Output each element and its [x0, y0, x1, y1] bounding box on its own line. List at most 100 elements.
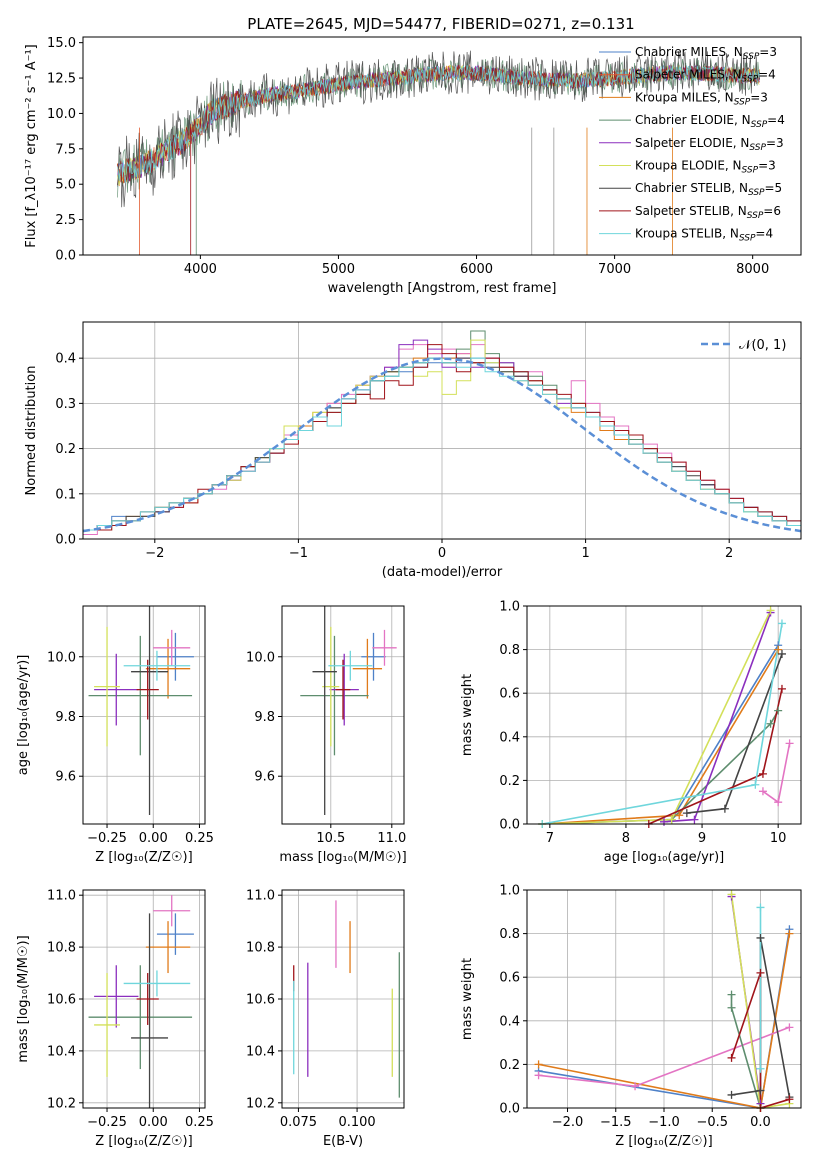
y-tick-label: 0.0 — [55, 249, 76, 264]
weight-marker — [727, 1090, 736, 1099]
x-axis-label: Z [log₁₀(Z/Z☉)] — [95, 850, 192, 865]
x-axis-label: Z [log₁₀(Z/Z☉)] — [615, 1134, 712, 1149]
weight-marker — [766, 606, 775, 615]
spectrum-line — [117, 50, 760, 208]
y-tick-label: 1.0 — [499, 600, 520, 615]
y-tick-label: 11.0 — [47, 889, 76, 904]
y-tick-label: 10.8 — [47, 941, 76, 956]
y-tick-label: 0.0 — [55, 533, 76, 548]
weight-marker — [766, 719, 775, 728]
x-tick-label: 0.25 — [185, 1115, 214, 1130]
x-tick-label: 2 — [725, 546, 733, 561]
weight-marker — [774, 798, 783, 807]
mass_weight_vs_age-panel: 7 8 9 10 0.0 0.2 0.4 0.6 0.8 1.0 age [log₁₀(age/yr… — [460, 600, 802, 865]
spectrum-legend: Chabrier MILES, NSSP=3 Salpeter MILES, NS… — [599, 45, 785, 244]
mass_vs_ebv-plot-area — [293, 900, 400, 1098]
y-axis-label: mass weight — [460, 958, 475, 1040]
mass_vs_metallicity-plot-area — [88, 895, 194, 1108]
y-tick-label: 10.0 — [47, 107, 76, 122]
x-tick-label: 0.100 — [338, 1115, 375, 1130]
y-tick-label: 9.6 — [55, 770, 76, 785]
normal-curve — [83, 357, 801, 533]
y-tick-label: 0.8 — [499, 643, 520, 658]
axes-frame — [281, 605, 405, 825]
x-tick-label: −0.25 — [87, 831, 127, 846]
spectrum-line — [117, 65, 760, 184]
mass_weight_vs_metallicity-panel: −2.0 −1.5 −1.0 −0.5 0.0 0.0 0.2 0.4 0.6 0.8 1.0 Z [… — [460, 884, 802, 1149]
axes-frame — [82, 36, 802, 256]
weight-marker — [777, 619, 786, 628]
weight-line — [671, 710, 779, 821]
legend-entry: Chabrier ELODIE, NSSP=4 — [635, 113, 785, 130]
y-tick-label: 0.8 — [499, 927, 520, 942]
weight-marker — [682, 809, 691, 818]
mass_vs_metallicity-panel: −0.25 0.00 0.25 10.2 10.4 10.6 10.8 11.0 Z [log₁… — [16, 889, 214, 1149]
legend-entry: Kroupa MILES, NSSP=3 — [635, 90, 768, 107]
x-tick-label: 0.0 — [750, 1115, 771, 1130]
y-axis-label: Normed distribution — [24, 366, 39, 496]
y-tick-label: 10.6 — [246, 993, 275, 1008]
y-tick-label: 0.4 — [499, 730, 520, 745]
y-tick-label: 0.2 — [55, 442, 76, 457]
y-tick-label: 1.0 — [499, 884, 520, 899]
weight-line — [538, 933, 791, 1108]
weight-marker — [534, 1071, 543, 1080]
weight-line — [542, 610, 772, 824]
weight-marker — [785, 739, 794, 748]
x-tick-label: 0 — [438, 546, 446, 561]
weight-marker — [785, 1095, 794, 1104]
x-tick-label: 5000 — [322, 262, 355, 277]
spectrum-plot-area — [117, 50, 760, 255]
weight-line — [762, 743, 791, 804]
x-tick-label: −2 — [145, 546, 164, 561]
weight-marker — [777, 684, 786, 693]
spectrum-panel: 4000 5000 6000 7000 8000 0.0 2.5 5.0 7.5 10.0 12.5… — [24, 36, 802, 296]
weight-marker — [751, 780, 760, 789]
y-tick-label: 0.4 — [499, 1014, 520, 1029]
x-tick-label: 0.075 — [280, 1115, 317, 1130]
y-tick-label: 2.5 — [55, 213, 76, 228]
weight-marker — [756, 1086, 765, 1095]
x-tick-label: 0.25 — [185, 831, 214, 846]
weight-marker — [756, 933, 765, 942]
weight-marker — [774, 706, 783, 715]
weight-marker — [758, 787, 767, 796]
age_vs_mass-panel: 10.5 11.0 9.6 9.8 10.0 mass [log₁₀(M/M☉)] — [246, 605, 407, 865]
weight-marker — [667, 815, 676, 824]
x-tick-label: 0.00 — [139, 1115, 168, 1130]
x-tick-label: −0.5 — [696, 1115, 728, 1130]
x-axis-label: mass [log₁₀(M/M☉)] — [279, 850, 406, 865]
weight-line — [542, 623, 783, 824]
x-tick-label: 4000 — [184, 262, 217, 277]
x-tick-label: 7 — [546, 831, 554, 846]
x-tick-label: 8 — [622, 831, 630, 846]
y-tick-label: 10.4 — [246, 1044, 275, 1059]
y-tick-label: 15.0 — [47, 36, 76, 51]
x-tick-label: 0.00 — [139, 831, 168, 846]
axes-frame — [82, 321, 802, 540]
axes-frame — [526, 605, 802, 825]
weight-marker — [756, 1064, 765, 1073]
y-tick-label: 0.4 — [55, 352, 76, 367]
weight-marker — [727, 1053, 736, 1062]
weight-marker — [727, 990, 736, 999]
y-tick-label: 0.1 — [55, 487, 76, 502]
y-tick-label: 12.5 — [47, 72, 76, 87]
weight-line — [730, 894, 790, 1108]
x-axis-label: Z [log₁₀(Z/Z☉)] — [95, 1134, 192, 1149]
x-tick-label: −0.25 — [87, 1115, 127, 1130]
x-tick-label: 10 — [770, 831, 787, 846]
y-tick-label: 5.0 — [55, 178, 76, 193]
y-tick-label: 9.8 — [254, 710, 275, 725]
y-tick-label: 10.2 — [47, 1096, 76, 1111]
x-axis-label: E(B-V) — [323, 1134, 363, 1149]
spectrum-line — [117, 64, 760, 183]
y-tick-label: 10.0 — [47, 650, 76, 665]
mass_weight_vs_age-plot-area — [542, 610, 791, 824]
weight-marker — [631, 1082, 640, 1091]
y-tick-label: 11.0 — [246, 889, 275, 904]
weight-marker — [756, 968, 765, 977]
legend-entry: 𝒩(0, 1) — [739, 338, 786, 353]
y-axis-label: age [log₁₀(age/yr)] — [16, 655, 31, 776]
